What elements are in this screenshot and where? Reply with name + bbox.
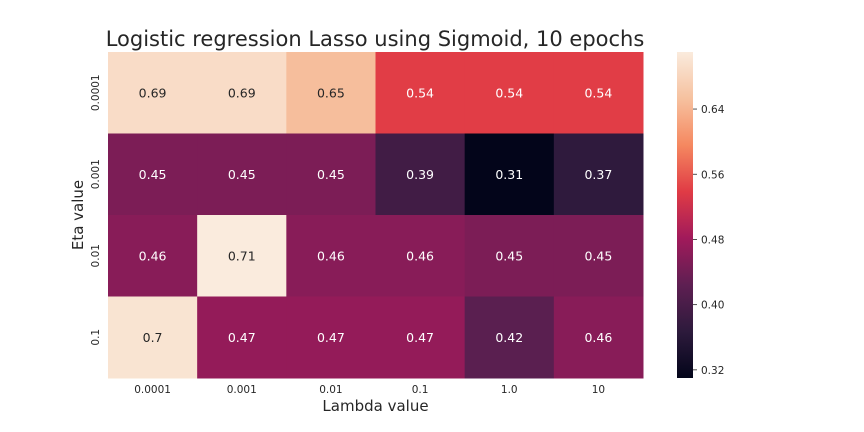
heatmap-cell (464, 296, 555, 379)
heatmap-cell (197, 215, 287, 297)
cell-value-label: 0.46 (406, 248, 434, 263)
cell-value-label: 0.45 (495, 248, 523, 263)
heatmap-cell (108, 215, 198, 297)
heatmap-cell (197, 296, 287, 379)
heatmap-cell (197, 133, 287, 216)
x-tick-label: 0.1 (412, 384, 429, 396)
colorbar-tick-label: 0.56 (701, 169, 725, 181)
heatmap-cell (286, 215, 376, 297)
cell-value-label: 0.45 (317, 167, 345, 182)
y-tick-label: 0.001 (90, 159, 102, 189)
y-axis-label: Eta value (69, 180, 87, 250)
cell-value-label: 0.54 (406, 85, 434, 100)
chart-title: Logistic regression Lasso using Sigmoid,… (106, 27, 645, 51)
heatmap-cell (553, 296, 644, 379)
colorbar (677, 52, 693, 378)
cell-value-label: 0.45 (228, 167, 256, 182)
cell-value-label: 0.69 (228, 85, 256, 100)
cell-value-label: 0.42 (495, 330, 523, 345)
heatmap-cell (553, 133, 644, 216)
heatmap-cell (375, 52, 466, 134)
x-tick-label: 1.0 (501, 384, 518, 396)
heatmap-cell (375, 215, 466, 297)
x-tick-labels: 0.0001 0.001 0.01 0.1 1.0 10 (134, 384, 605, 396)
y-tick-labels: 0.0001 0.001 0.01 0.1 (90, 74, 102, 345)
cell-value-label: 0.47 (228, 330, 256, 345)
heatmap-cell (108, 296, 198, 379)
colorbar-ticks: 0.32 0.40 0.48 0.56 0.64 (693, 104, 725, 377)
heatmap-cell (464, 215, 555, 297)
heatmap-cell (108, 52, 198, 134)
heatmap-cell (553, 215, 644, 297)
cell-value-label: 0.69 (139, 85, 167, 100)
cell-value-label: 0.47 (406, 330, 434, 345)
heatmap-cell (197, 52, 287, 134)
x-tick-label: 0.001 (227, 384, 257, 396)
x-tick-label: 0.01 (319, 384, 342, 396)
cell-value-label: 0.31 (495, 167, 523, 182)
cell-value-label: 0.45 (139, 167, 167, 182)
heatmap-cell (553, 52, 644, 134)
y-tick-label: 0.01 (90, 244, 102, 267)
colorbar-tick-label: 0.32 (701, 365, 724, 377)
x-axis-label: Lambda value (322, 397, 428, 415)
cell-value-label: 0.71 (228, 248, 256, 263)
cell-value-label: 0.54 (495, 85, 523, 100)
cell-value-label: 0.45 (584, 248, 612, 263)
colorbar-tick-label: 0.40 (701, 300, 724, 312)
x-tick-label: 10 (592, 384, 605, 396)
x-tick-label: 0.0001 (134, 384, 171, 396)
cell-value-label: 0.54 (584, 85, 612, 100)
cell-value-label: 0.46 (317, 248, 345, 263)
cell-value-label: 0.39 (406, 167, 434, 182)
cell-value-label: 0.37 (584, 167, 612, 182)
cell-value-label: 0.46 (584, 330, 612, 345)
cell-value-label: 0.7 (143, 330, 163, 345)
heatmap-cells: 0.69 0.69 0.65 0.54 0.54 0.54 0.45 0.45 0.45 0.39… (108, 52, 644, 379)
heatmap-cell (375, 133, 466, 216)
cell-value-label: 0.65 (317, 85, 345, 100)
colorbar-tick-label: 0.64 (701, 104, 725, 116)
heatmap-cell (375, 296, 466, 379)
y-tick-label: 0.0001 (90, 74, 102, 111)
heatmap-cell (464, 133, 555, 216)
heatmap-cell (464, 52, 555, 134)
cell-value-label: 0.46 (139, 248, 167, 263)
heatmap-cell (286, 52, 376, 134)
heatmap-cell (286, 133, 376, 216)
y-tick-label: 0.1 (90, 329, 102, 346)
colorbar-tick-label: 0.48 (701, 234, 724, 246)
heatmap-cell (286, 296, 376, 379)
cell-value-label: 0.47 (317, 330, 345, 345)
heatmap-cell (108, 133, 198, 216)
